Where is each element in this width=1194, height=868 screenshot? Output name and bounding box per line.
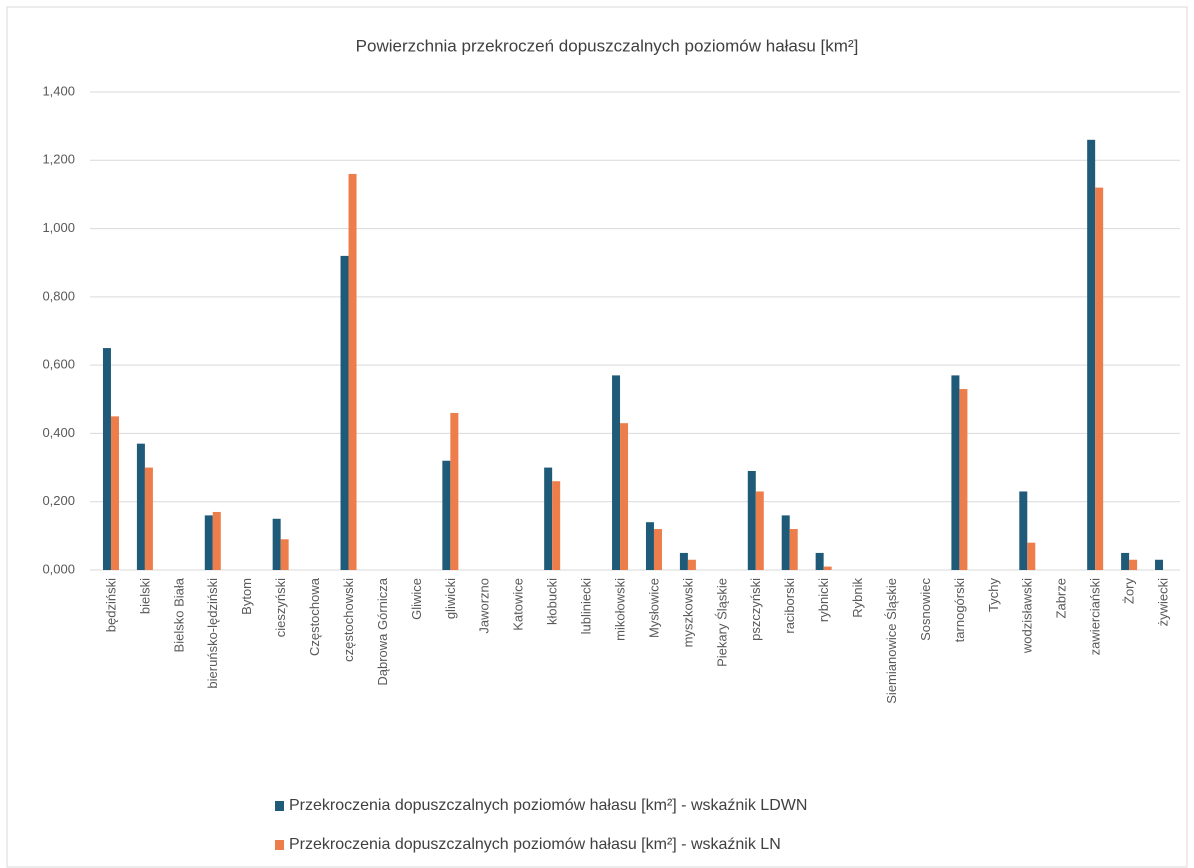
- bar: [136, 443, 145, 570]
- bar: [959, 389, 968, 570]
- bar: [1095, 187, 1104, 570]
- bar: [815, 552, 824, 570]
- bar: [679, 552, 688, 570]
- bar: [612, 375, 621, 570]
- bar: [544, 467, 553, 570]
- y-tick-label: 1,200: [42, 152, 75, 167]
- bar: [687, 559, 696, 570]
- bar: [204, 515, 213, 570]
- x-tick-label: Gliwice: [409, 578, 424, 620]
- legend-swatch: [275, 840, 284, 850]
- x-tick-label: Sosnowiec: [918, 578, 933, 641]
- x-tick-label: Jaworzno: [477, 578, 492, 634]
- bar: [747, 470, 756, 570]
- x-tick-label: Zabrze: [1054, 578, 1069, 618]
- bar: [1129, 559, 1138, 570]
- bar: [552, 481, 561, 570]
- x-tick-label: bieruńsko-lędziński: [205, 578, 220, 689]
- x-tick-label: Tychy: [986, 578, 1001, 612]
- bar: [755, 491, 764, 570]
- x-tick-label: cieszyński: [273, 578, 288, 637]
- x-tick-label: bielski: [137, 578, 152, 614]
- y-tick-label: 1,400: [42, 83, 75, 98]
- x-tick-label: Mysłowice: [646, 578, 661, 638]
- bar: [823, 566, 832, 570]
- bar: [620, 423, 629, 570]
- y-tick-label: 0,000: [42, 561, 75, 576]
- x-tick-label: Rybnik: [850, 578, 865, 618]
- x-tick-label: Częstochowa: [307, 577, 322, 656]
- bar: [144, 467, 153, 570]
- bar: [450, 412, 459, 570]
- legend-label: Przekroczenia dopuszczalnych poziomów ha…: [289, 797, 807, 814]
- legend-swatch: [275, 801, 284, 811]
- x-tick-label: pszczyński: [748, 578, 763, 641]
- bar: [789, 529, 798, 570]
- x-tick-label: Siemianowice Śląskie: [884, 578, 899, 704]
- x-tick-label: Bielsko Biała: [171, 577, 186, 652]
- x-tick-label: tarnogórski: [952, 578, 967, 642]
- bar: [1155, 559, 1164, 570]
- bar: [280, 539, 289, 570]
- x-tick-label: żywiecki: [1155, 578, 1170, 627]
- bar: [442, 460, 451, 570]
- bar: [1019, 491, 1028, 570]
- y-tick-label: 0,400: [42, 425, 75, 440]
- y-tick-label: 0,600: [42, 357, 75, 372]
- x-tick-label: zawierciański: [1088, 578, 1103, 655]
- y-tick-label: 0,200: [42, 493, 75, 508]
- bar: [340, 255, 349, 570]
- bar: [102, 348, 111, 570]
- chart-border: [6, 6, 1188, 868]
- bar: [348, 173, 357, 570]
- y-tick-label: 1,000: [42, 220, 75, 235]
- bar: [110, 416, 119, 570]
- bar: [1027, 542, 1036, 570]
- x-tick-label: kłobucki: [545, 578, 560, 625]
- bar: [1087, 139, 1096, 571]
- x-tick-label: Bytom: [239, 578, 254, 615]
- x-tick-label: Żory: [1122, 578, 1137, 605]
- x-tick-label: częstochowski: [341, 578, 356, 662]
- bar: [951, 375, 960, 570]
- bar: [1121, 552, 1130, 570]
- legend-label: Przekroczenia dopuszczalnych poziomów ha…: [289, 836, 781, 853]
- bar: [781, 515, 790, 570]
- x-tick-label: lubliniecki: [579, 578, 594, 634]
- x-tick-label: Piekary Śląskie: [714, 578, 729, 667]
- bar: [653, 529, 662, 570]
- x-tick-label: raciborski: [782, 578, 797, 634]
- bar: [272, 518, 281, 570]
- bar: [645, 522, 654, 570]
- y-tick-label: 0,800: [42, 288, 75, 303]
- x-tick-label: mikołowski: [612, 578, 627, 641]
- x-tick-label: gliwicki: [443, 578, 458, 619]
- chart-title: Powierzchnia przekroczeń dopuszczalnych …: [356, 36, 859, 55]
- x-tick-label: Katowice: [511, 578, 526, 631]
- x-tick-label: Dąbrowa Górnicza: [375, 577, 390, 685]
- x-tick-label: będziński: [103, 578, 118, 632]
- x-tick-label: wodzisławski: [1020, 578, 1035, 654]
- x-tick-label: rybnicki: [816, 578, 831, 622]
- x-tick-label: myszkowski: [680, 578, 695, 647]
- bar: [212, 511, 221, 570]
